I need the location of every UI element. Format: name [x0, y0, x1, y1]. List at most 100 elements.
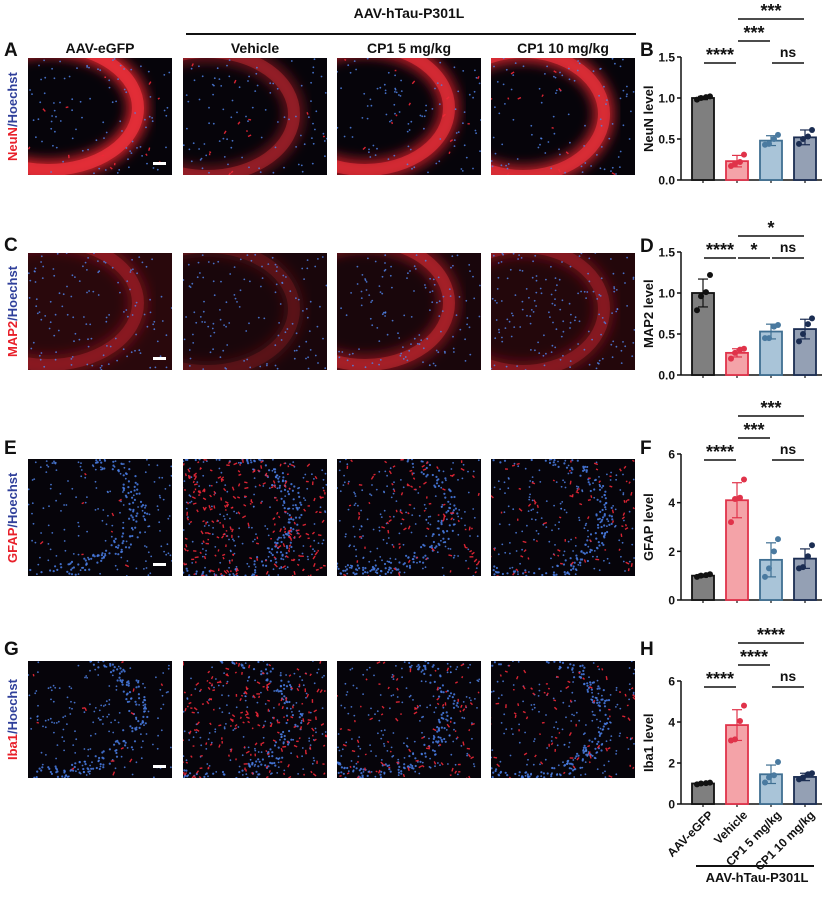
column-header-vehicle: Vehicle — [230, 40, 280, 56]
data-point — [741, 702, 747, 709]
micrograph-gfap-2 — [337, 459, 481, 576]
micrograph-gfap-3 — [491, 459, 635, 576]
data-point — [732, 496, 738, 503]
group-label-bottom: AAV-hTau-P301L — [705, 870, 809, 885]
y-tick-label: 4 — [668, 716, 675, 730]
data-point — [728, 355, 734, 362]
micrograph-neun-2 — [337, 58, 481, 175]
y-tick-label: 4 — [668, 496, 675, 510]
data-point — [775, 758, 781, 765]
column-header-aav-egfp: AAV-eGFP — [65, 40, 135, 56]
data-point — [800, 774, 806, 781]
data-point — [809, 542, 815, 549]
group-bracket-bottom — [696, 865, 814, 867]
data-point — [737, 717, 743, 724]
data-point — [800, 136, 806, 142]
scale-bar — [153, 563, 166, 566]
column-header-cp1-10: CP1 10 mg/kg — [517, 40, 609, 56]
significance-label: *** — [743, 23, 764, 43]
significance-label: *** — [760, 1, 781, 21]
significance-label: **** — [706, 669, 734, 689]
micrograph-map2-3 — [491, 253, 635, 370]
y-tick-label: 0 — [668, 798, 675, 812]
significance-label: *** — [760, 398, 781, 418]
data-point — [771, 136, 777, 142]
data-point — [775, 131, 781, 138]
micrograph-neun-1 — [183, 58, 327, 175]
data-point — [732, 736, 738, 743]
significance-label: * — [767, 218, 774, 238]
data-point — [800, 331, 806, 337]
data-point — [766, 565, 772, 572]
chart-letter-b: B — [640, 40, 654, 61]
y-tick-label: 0 — [668, 594, 675, 608]
y-tick-label: 6 — [668, 448, 675, 462]
y-tick-label: 0.5 — [658, 133, 675, 147]
data-point — [741, 476, 747, 483]
y-tick-label: 1.5 — [658, 51, 675, 65]
data-point — [707, 93, 713, 100]
data-point — [809, 126, 815, 133]
data-point — [805, 553, 811, 560]
y-tick-label: 2 — [668, 545, 675, 559]
y-tick-label: 0.0 — [658, 369, 675, 383]
data-point — [766, 774, 772, 781]
chart-letter-f: F — [640, 438, 652, 459]
data-point — [694, 307, 700, 314]
data-point — [741, 345, 747, 352]
data-point — [796, 140, 802, 147]
significance-label: *** — [743, 420, 764, 440]
micrograph-iba1-2 — [337, 661, 481, 778]
micrograph-neun-3 — [491, 58, 635, 175]
data-point — [707, 571, 713, 578]
data-point — [766, 140, 772, 147]
data-point — [707, 779, 713, 786]
data-point — [741, 151, 747, 158]
significance-label: **** — [706, 45, 734, 65]
data-point — [809, 770, 815, 777]
data-point — [766, 335, 772, 342]
y-tick-label: 1.5 — [658, 246, 675, 260]
micrograph-gfap-1 — [183, 459, 327, 576]
y-tick-label: 0.0 — [658, 174, 675, 188]
significance-label: ns — [780, 239, 797, 255]
data-point — [775, 536, 781, 543]
data-point — [771, 772, 777, 779]
chart-letter-h: H — [640, 639, 654, 660]
data-point — [796, 338, 802, 345]
micrograph-map2-1 — [183, 253, 327, 370]
data-point — [775, 321, 781, 328]
y-tick-label: 6 — [668, 675, 675, 689]
column-header-cp1-5: CP1 5 mg/kg — [366, 40, 452, 56]
significance-label: ns — [780, 441, 797, 457]
scale-bar — [153, 765, 166, 768]
data-point — [698, 780, 704, 787]
data-point — [728, 519, 734, 526]
panel-letter-c: C — [4, 235, 18, 256]
panel-letter-g: G — [4, 639, 19, 660]
data-point — [805, 321, 811, 328]
data-point — [698, 95, 704, 101]
significance-label: ns — [780, 668, 797, 684]
data-point — [698, 572, 704, 579]
significance-label: **** — [706, 240, 734, 260]
micrograph-iba1-3 — [491, 661, 635, 778]
scale-bar — [153, 162, 166, 165]
data-point — [703, 289, 709, 296]
micrograph-iba1-0 — [28, 661, 172, 778]
data-point — [762, 573, 768, 580]
panel-letter-a: A — [4, 40, 18, 61]
data-point — [707, 271, 713, 278]
data-point — [737, 494, 743, 501]
data-point — [771, 548, 777, 555]
panel-letter-e: E — [4, 438, 17, 459]
micrograph-map2-0 — [28, 253, 172, 370]
data-point — [762, 779, 768, 786]
significance-label: ns — [780, 44, 797, 60]
significance-label: **** — [757, 625, 785, 645]
significance-label: **** — [740, 647, 768, 667]
